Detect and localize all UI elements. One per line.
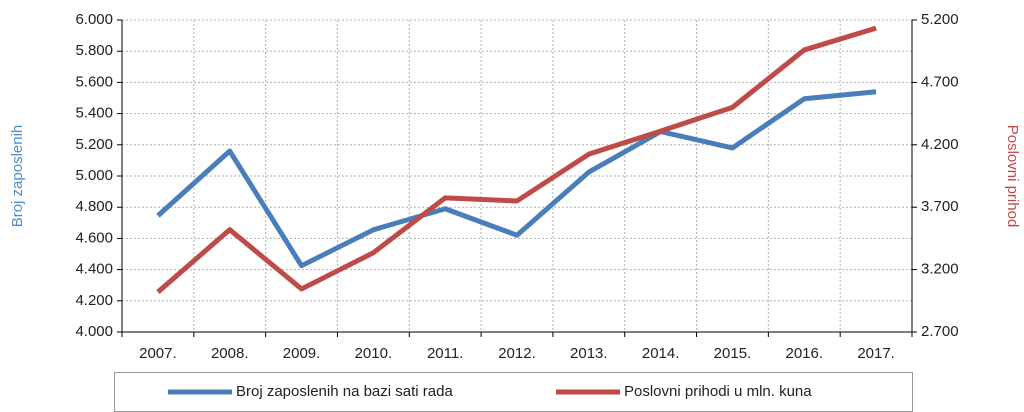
x-tick-label: 2010. <box>355 345 393 362</box>
x-tick-label: 2013. <box>570 345 608 362</box>
y-tick-label: 4.600 <box>75 229 113 246</box>
y-tick-label: 5.000 <box>75 167 113 184</box>
y-tick-label: 5.600 <box>75 73 113 90</box>
x-tick-label: 2011. <box>427 345 463 362</box>
y2-tick-label: 3.700 <box>921 198 959 215</box>
y-tick-label: 5.400 <box>75 105 113 122</box>
y-tick-label: 5.200 <box>75 136 113 153</box>
legend-label: Broj zaposlenih na bazi sati rada <box>236 383 453 400</box>
x-tick-label: 2015. <box>714 345 752 362</box>
legend-label: Poslovni prihodi u mln. kuna <box>624 383 812 400</box>
y2-tick-label: 5.200 <box>921 11 959 28</box>
x-tick-label: 2009. <box>283 345 321 362</box>
y-tick-label: 4.400 <box>75 261 113 278</box>
y2-tick-label: 3.200 <box>921 261 959 278</box>
x-tick-label: 2017. <box>857 345 895 362</box>
x-tick-label: 2008. <box>211 345 249 362</box>
y2-tick-label: 2.700 <box>921 323 959 340</box>
y-tick-label: 6.000 <box>75 11 113 28</box>
y2-tick-label: 4.200 <box>921 136 959 153</box>
y-tick-label: 4.800 <box>75 198 113 215</box>
x-tick-label: 2007. <box>139 345 177 362</box>
x-tick-label: 2012. <box>498 345 536 362</box>
y-tick-label: 4.200 <box>75 292 113 309</box>
y-axis-title: Broj zaposlenih <box>9 125 26 228</box>
y2-tick-label: 4.700 <box>921 73 959 90</box>
series-line <box>156 25 877 294</box>
y-tick-label: 5.800 <box>75 42 113 59</box>
y-tick-label: 4.000 <box>75 323 113 340</box>
x-tick-label: 2014. <box>642 345 680 362</box>
y2-axis-title: Poslovni prihod <box>1004 125 1021 228</box>
legend-box <box>114 372 913 412</box>
x-tick-label: 2016. <box>785 345 823 362</box>
series-line <box>156 89 877 269</box>
